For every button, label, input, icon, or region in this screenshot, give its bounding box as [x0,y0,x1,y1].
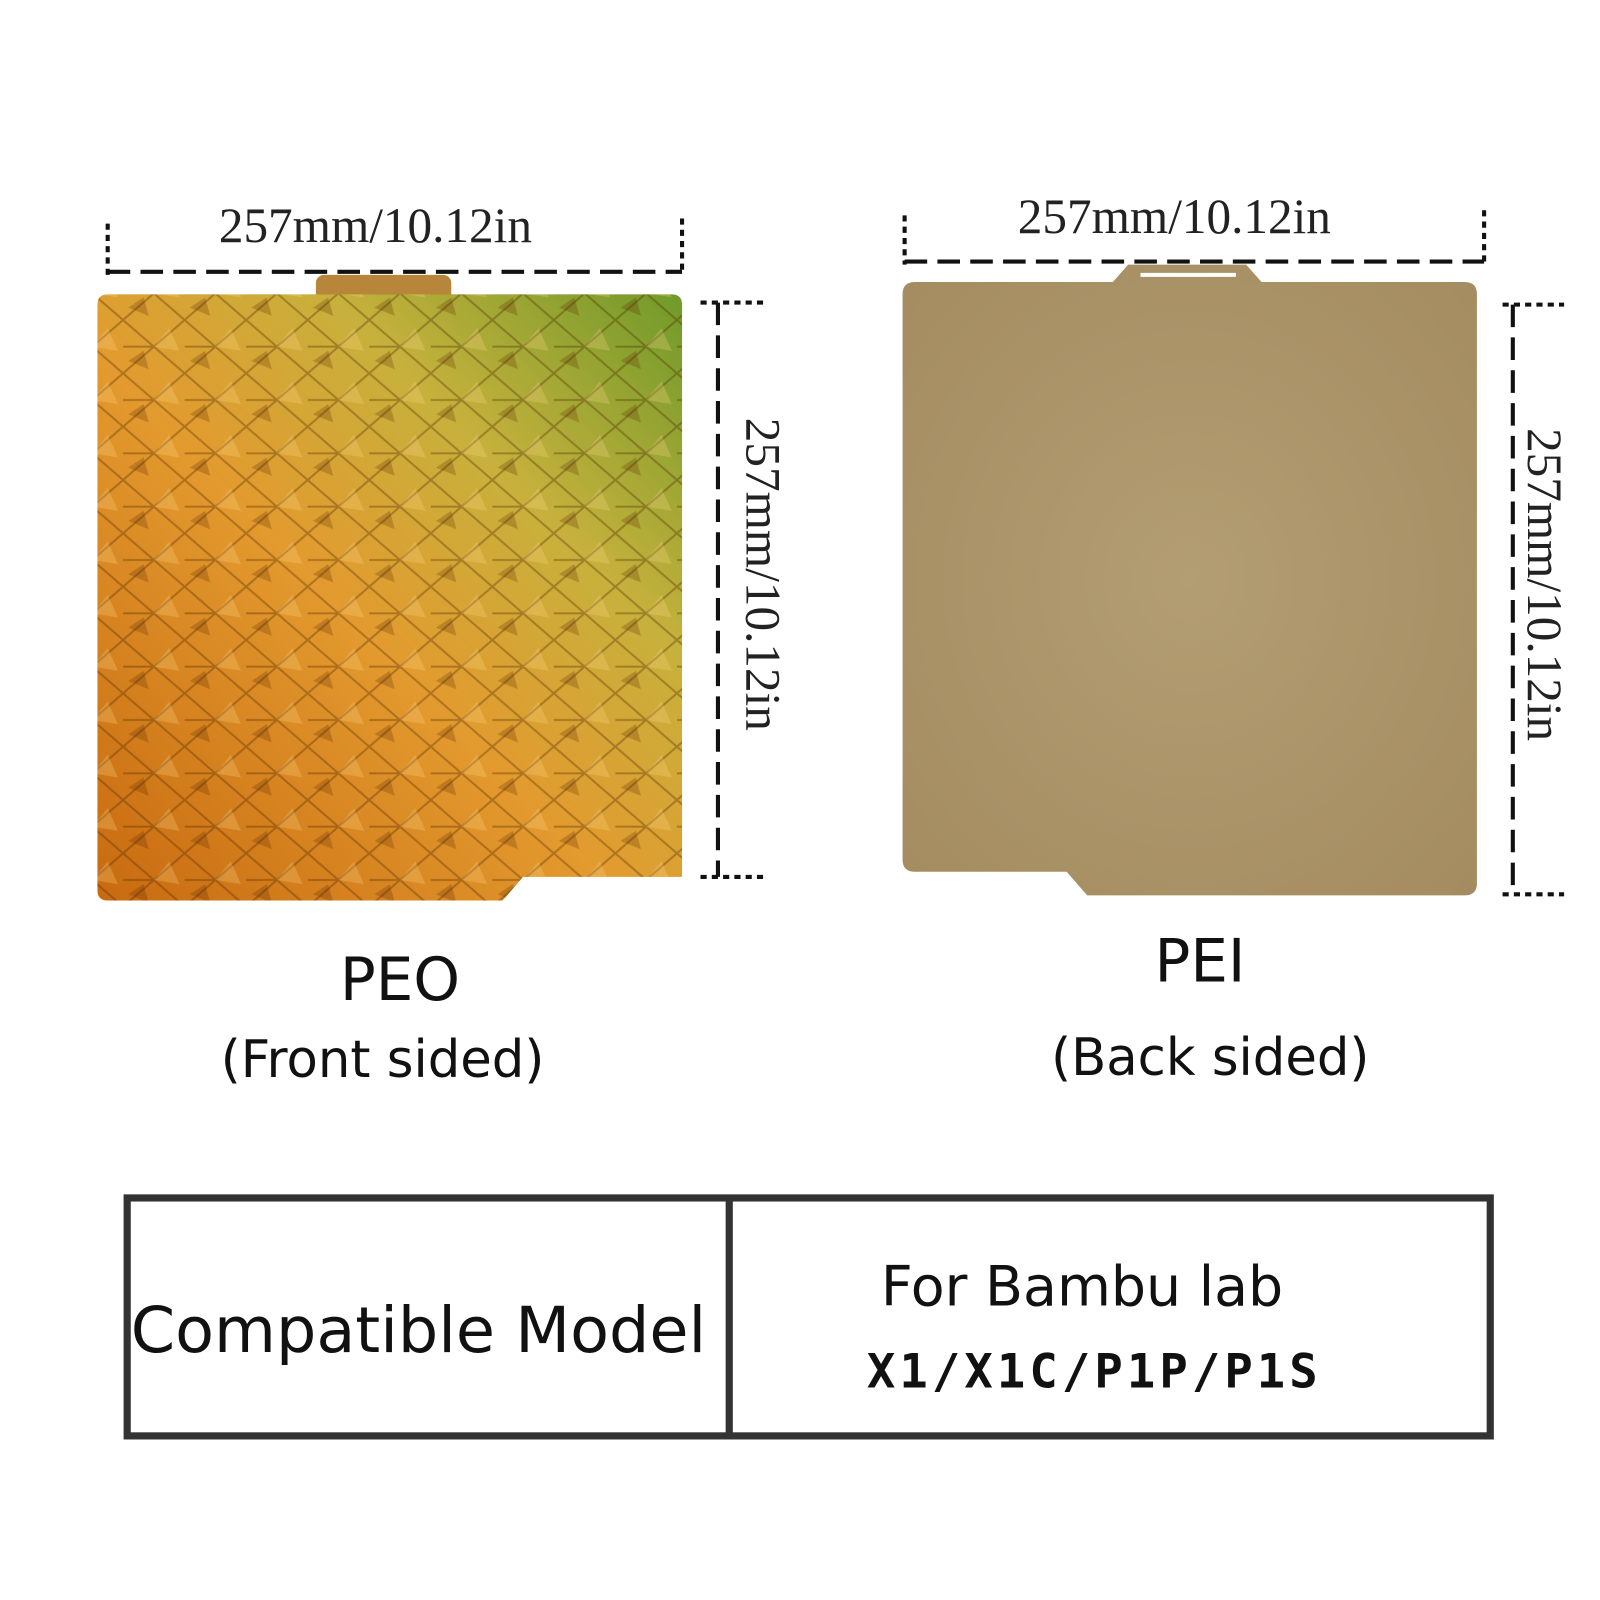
plate-side: (Back sided) [1051,1028,1369,1088]
width-label: 257mm/10.12in [219,198,532,253]
peo-width-dimension: 257mm/10.12in [105,198,685,275]
models: X1/X1C/P1P/P1S [867,1345,1322,1400]
compatibility-table: Compatible Model For Bambu lab X1/X1C/P1… [123,1194,1494,1440]
peo-height-dimension: 257mm/10.12in [700,300,791,879]
pei-height-dimension: 257mm/10.12in [1502,302,1572,897]
plate-name: PEO [340,946,460,1015]
width-label: 257mm/10.12in [1018,189,1331,244]
table-header: Compatible Model [131,1293,706,1367]
height-label: 257mm/10.12in [736,418,791,731]
peo-plate [97,274,683,901]
plate-name: PEI [1155,928,1246,997]
plate-side: (Front sided) [221,1030,545,1090]
pei-width-dimension: 257mm/10.12in [902,189,1487,265]
height-label: 257mm/10.12in [1517,428,1572,741]
pei-plate [902,264,1477,896]
brand: For Bambu lab [881,1256,1283,1320]
